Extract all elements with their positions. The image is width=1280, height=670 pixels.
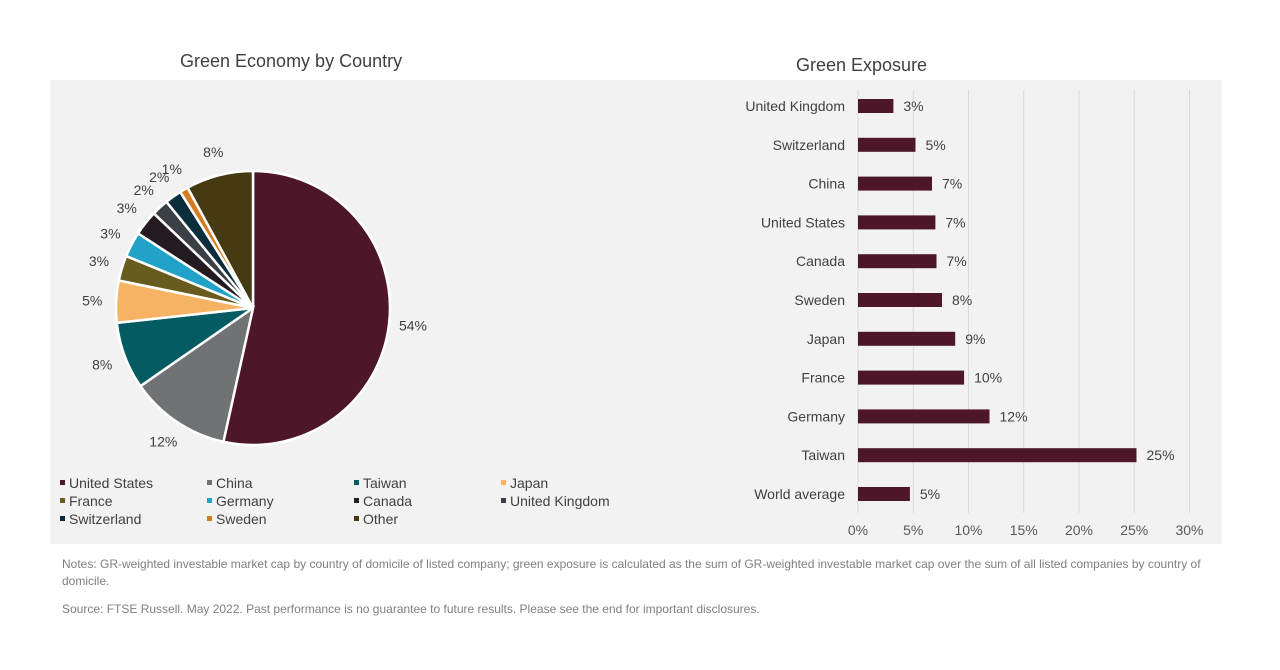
legend-item: Other [354,510,501,527]
x-tick-label: 5% [903,522,923,538]
legend-item: Germany [207,492,354,509]
bar-switzerland [858,137,916,152]
bar-taiwan [858,448,1137,463]
bar-value-label: 7% [947,253,967,269]
bar-world-average [858,487,910,501]
bar-united-states [858,215,936,230]
legend-swatch [354,498,359,503]
legend-swatch [60,516,65,521]
legend-label: Taiwan [363,474,407,491]
pie-data-label: 3% [100,225,120,241]
pie-slice-united-states [221,169,392,447]
pie-data-label: 54% [399,318,427,334]
legend-label: Japan [510,474,549,491]
legend-item: Switzerland [60,510,207,527]
bar-canada [858,254,937,269]
y-category-label: France [801,370,845,386]
legend-item: United States [60,474,207,491]
bar-chart: 0% 5% 10% 15% 20% 25% 30% United Kingdom 3% Switz… [745,90,1204,538]
legend-label: Switzerland [69,510,142,527]
bar-value-label: 7% [942,176,962,192]
x-tick-label: 10% [954,522,982,538]
bar-value-label: 5% [920,486,940,502]
legend-label: Sweden [216,510,267,527]
legend-label: Canada [363,492,413,509]
bar-value-label: 9% [965,331,985,347]
legend-swatch [60,498,65,503]
y-category-label: United Kingdom [745,98,845,114]
bar-value-label: 7% [945,214,965,230]
pie-legend: United States China Taiwan Japan France Germa… [60,474,660,527]
pie-data-label: 3% [89,253,109,269]
legend-swatch [207,516,212,521]
pie-data-label: 8% [203,144,223,160]
x-tick-label: 20% [1065,522,1093,538]
x-tick-label: 0% [848,522,868,538]
legend-label: France [69,492,113,509]
bar-value-label: 12% [1000,408,1028,424]
legend-swatch [354,516,359,521]
legend-item: Japan [501,474,661,491]
bar-germany [858,409,990,424]
bar-sweden [858,293,942,307]
legend-swatch [501,480,506,485]
y-category-label: Taiwan [801,447,845,463]
pie-data-label: 1% [162,161,182,177]
bar-value-label: 8% [952,292,972,308]
pie-data-label: 2% [149,169,169,185]
legend-label: Germany [216,492,274,509]
legend-item: United Kingdom [501,492,661,509]
y-category-label: Canada [796,253,845,269]
bar-united-kingdom [858,99,894,113]
legend-label: Other [363,510,399,527]
x-tick-label: 15% [1010,522,1038,538]
pie-data-label: 5% [82,293,102,309]
pie-slice-other [185,169,255,309]
y-category-label: Switzerland [773,137,845,153]
legend-item: France [60,492,207,509]
bar-japan [858,331,956,346]
y-category-label: United States [761,214,845,230]
legend-item: Sweden [207,510,354,527]
legend-label: China [216,474,253,491]
bar-value-label: 10% [974,370,1002,386]
y-category-label: World average [754,486,845,502]
chart-source: Source: FTSE Russell. May 2022. Past per… [62,602,760,616]
legend-swatch [354,480,359,485]
legend-swatch [207,480,212,485]
bar-france [858,370,965,385]
legend-item: China [207,474,354,491]
legend-swatch [60,480,65,485]
pie-data-label: 2% [134,182,154,198]
pie-chart-title: Green Economy by Country [180,51,403,71]
legend-swatch [207,498,212,503]
pie-data-label: 12% [149,434,177,450]
legend-label: United States [69,474,154,491]
y-category-label: Germany [787,408,845,424]
pie-data-label: 8% [92,356,112,372]
legend-label: United Kingdom [510,492,610,509]
pie-chart: 54%12%8%5%3%3%3%2%2%1%8% [82,144,427,450]
legend-swatch [501,498,506,503]
legend-item: Canada [354,492,501,509]
y-category-label: Sweden [794,292,845,308]
x-tick-label: 25% [1120,522,1148,538]
bar-value-label: 25% [1147,447,1175,463]
y-category-label: Japan [807,331,845,347]
bar-chart-title: Green Exposure [796,55,928,75]
chart-notes: Notes: GR-weighted investable market cap… [62,557,1201,588]
x-tick-label: 30% [1175,522,1203,538]
y-category-label: China [808,176,845,192]
bar-value-label: 5% [926,137,946,153]
bar-china [858,176,932,191]
pie-data-label: 3% [117,200,137,216]
bar-value-label: 3% [903,98,923,114]
legend-item: Taiwan [354,474,501,491]
pie-slice-china [138,305,255,444]
